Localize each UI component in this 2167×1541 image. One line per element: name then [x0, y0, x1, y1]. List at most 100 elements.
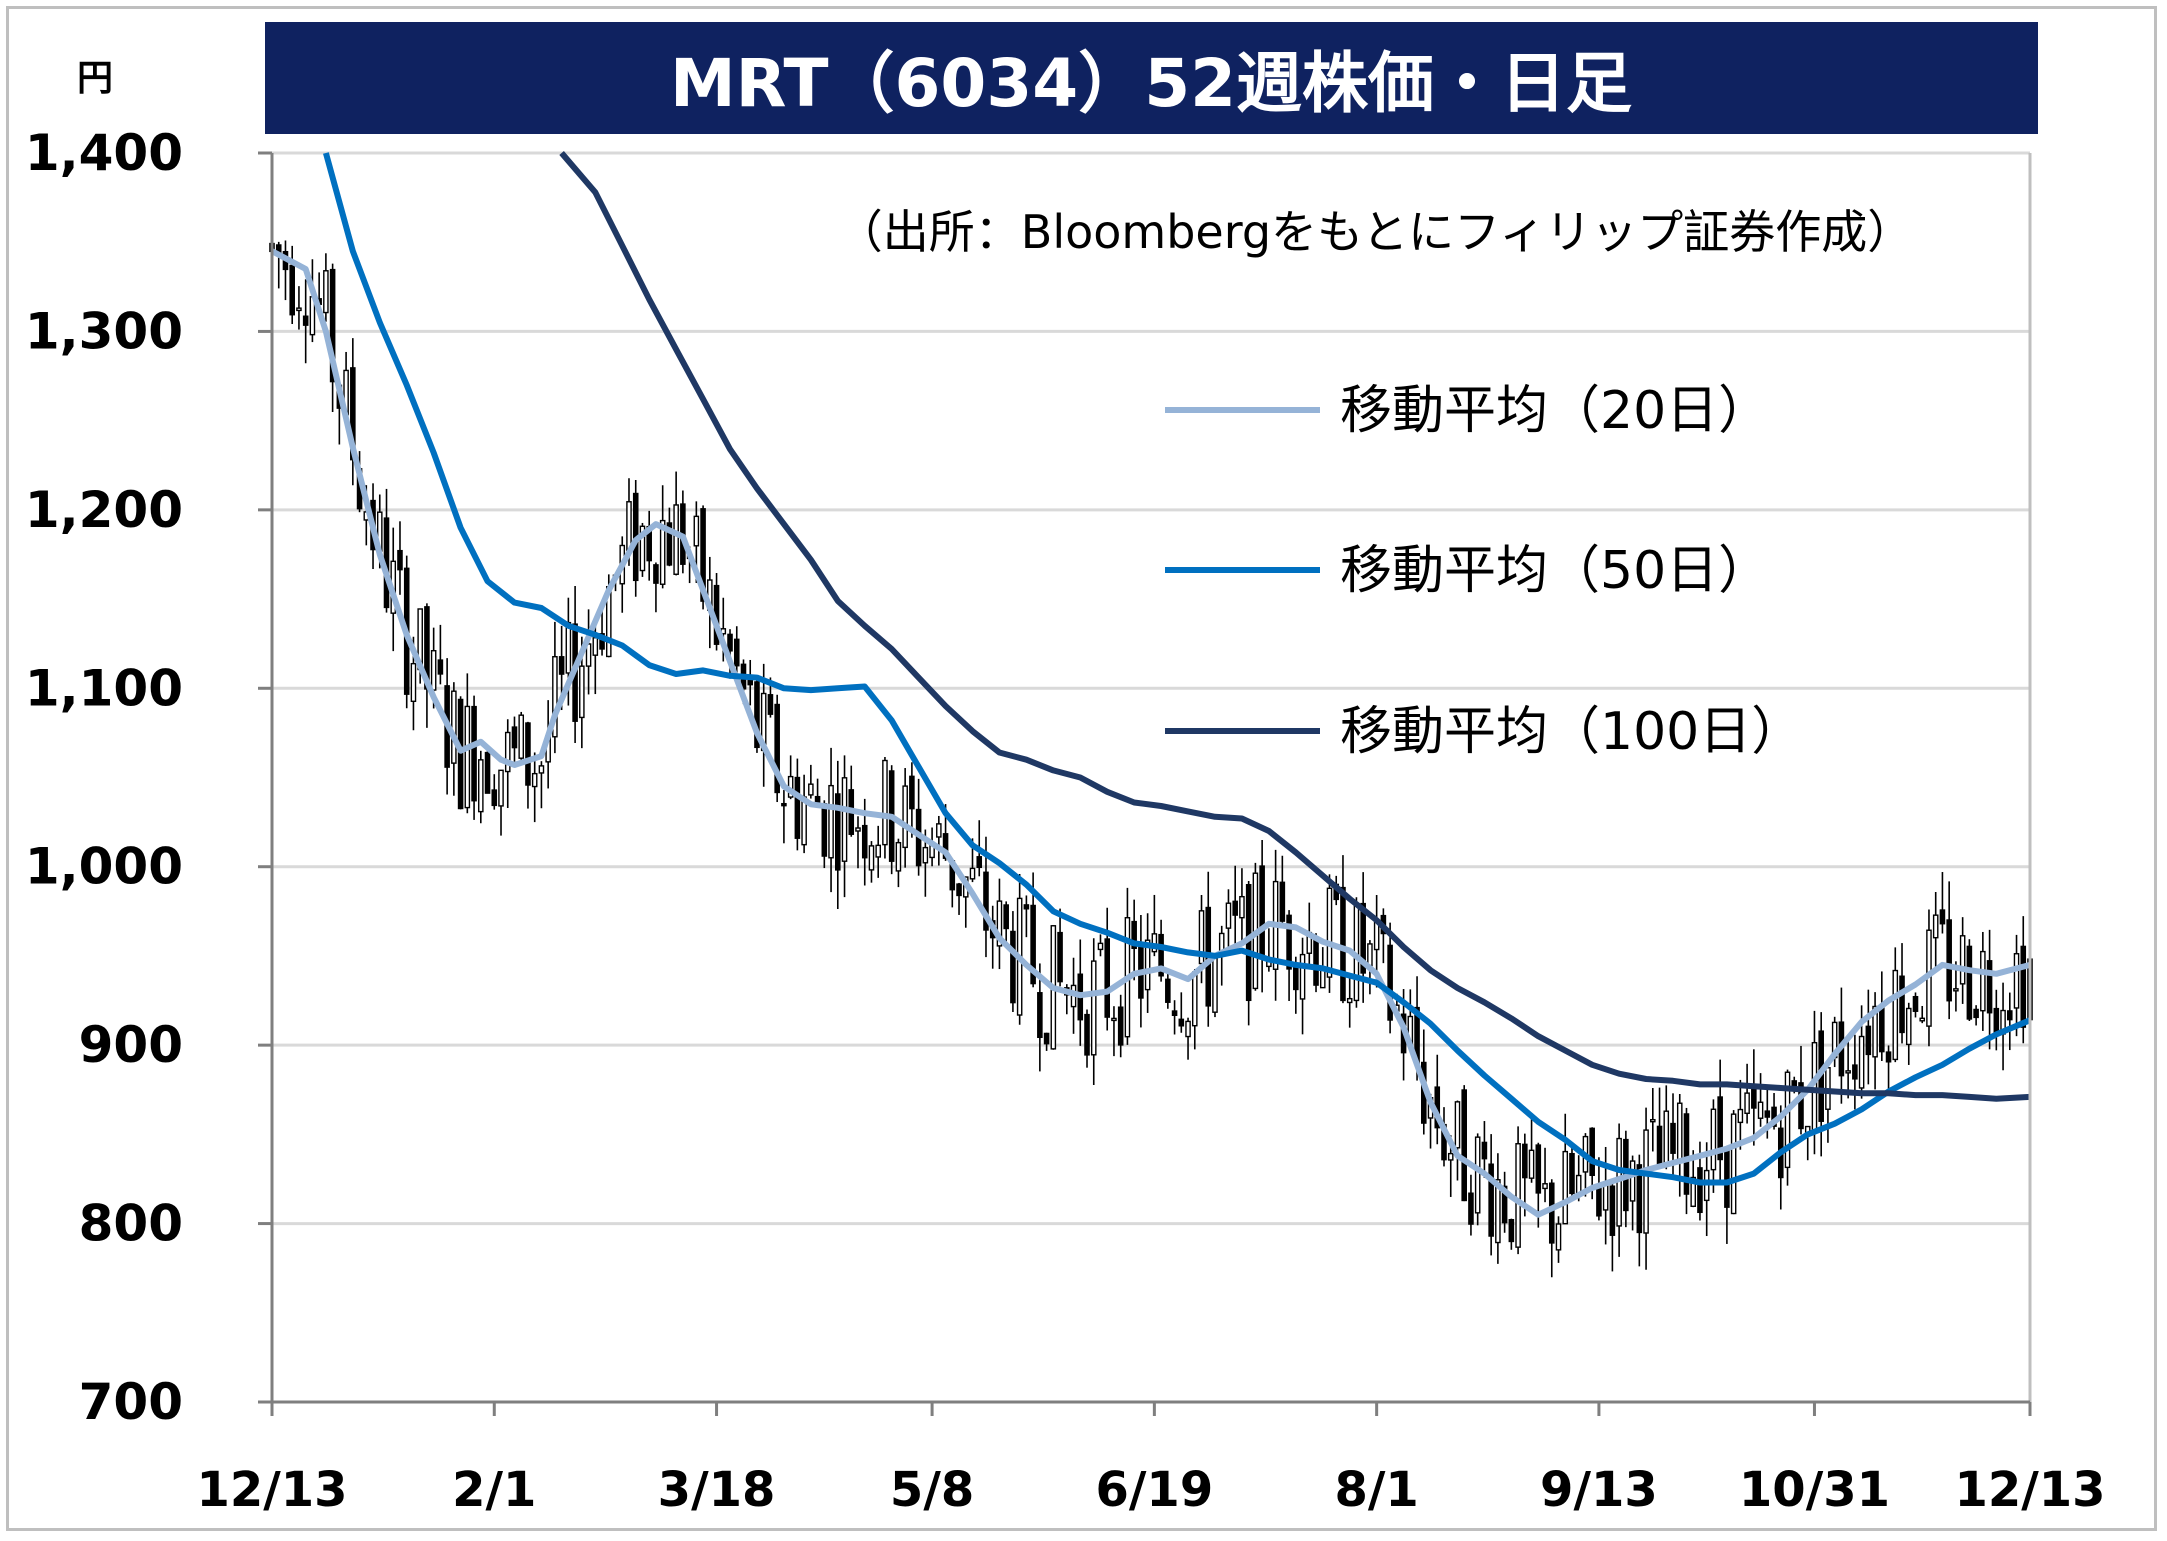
candle-body: [1165, 978, 1171, 1003]
candle-body: [1872, 1005, 1878, 1058]
y-tick-label: 1,000: [25, 838, 183, 896]
candle-body: [774, 703, 780, 794]
candle-body: [1495, 1179, 1501, 1244]
chart-frame: [6, 6, 2157, 1531]
candle-body: [1225, 902, 1232, 929]
candle-body: [1905, 1007, 1912, 1046]
candle-body: [841, 777, 848, 862]
candle-body: [861, 824, 868, 859]
candle-body: [1548, 1182, 1555, 1244]
candle-body: [2020, 945, 2027, 1028]
candle-body: [1656, 1125, 1663, 1167]
candle-body: [1845, 1070, 1851, 1074]
candle-body: [464, 705, 471, 809]
candle-body: [1178, 1018, 1185, 1027]
candle-body: [1239, 895, 1245, 919]
candle-body: [1468, 1192, 1474, 1225]
candle-body: [1784, 1071, 1791, 1169]
candle-body: [2013, 953, 2020, 1009]
candle-body: [1710, 1108, 1717, 1171]
grid-lines: [272, 151, 2030, 1226]
candle-body: [794, 776, 801, 839]
candle-body: [1158, 933, 1164, 977]
candle-body: [1191, 971, 1198, 1027]
candle-body: [1636, 1164, 1643, 1234]
candle-body: [733, 638, 740, 667]
y-tick-label: 1,200: [25, 481, 183, 539]
candle-body: [828, 784, 834, 859]
candle-body: [478, 759, 484, 813]
candle-body: [868, 845, 875, 871]
candle-body: [1010, 930, 1016, 1004]
candle-body: [579, 665, 585, 719]
x-tick-label: 2/1: [452, 1462, 536, 1518]
candle-body: [1939, 909, 1946, 925]
y-tick-label: 1,100: [25, 659, 183, 717]
candle-body: [1562, 1150, 1569, 1225]
candle-body: [552, 656, 558, 738]
candle-body: [1474, 1136, 1481, 1214]
source-note: （出所：Bloombergをもとにフィリップ証券作成）: [837, 205, 1913, 259]
legend-label-ma50: 移動平均（50日）: [1340, 541, 1770, 601]
candle-body: [1697, 1167, 1703, 1214]
candle-body: [956, 883, 962, 897]
candle-body: [895, 841, 902, 872]
candle-body: [1097, 942, 1104, 951]
candle-body: [1744, 1092, 1750, 1114]
candle-body: [922, 846, 929, 864]
candle-body: [969, 867, 976, 880]
candle-body: [639, 525, 646, 572]
candle-body: [1602, 1183, 1609, 1211]
candle-body: [1629, 1160, 1636, 1202]
candle-body: [1286, 914, 1292, 970]
candle-body: [504, 731, 511, 773]
candle-body: [525, 722, 531, 786]
moving-average-lines: [270, 151, 2032, 1218]
candle-body: [1528, 1149, 1535, 1179]
candle-body: [1326, 887, 1333, 978]
candle-body: [592, 637, 599, 656]
candle-body: [754, 681, 760, 749]
candle-body: [1959, 935, 1966, 985]
candle-body: [1980, 950, 1986, 1012]
candle-body: [1852, 1064, 1858, 1080]
candle-body: [1879, 1005, 1885, 1053]
candle-body: [1650, 1118, 1656, 1123]
x-tick-label: 6/19: [1096, 1462, 1214, 1518]
candle-body: [1037, 992, 1043, 1039]
y-unit-label: 円: [77, 58, 113, 99]
x-tick-label: 10/31: [1739, 1462, 1890, 1518]
candle-body: [1885, 1051, 1892, 1063]
candle-body: [659, 519, 666, 585]
candle-body: [1340, 886, 1346, 1002]
candle-body: [1643, 1129, 1649, 1234]
candle-body: [1589, 1127, 1595, 1176]
legend-label-ma20: 移動平均（20日）: [1340, 381, 1770, 441]
candle-body: [693, 515, 700, 547]
candle-body: [1447, 1152, 1454, 1161]
line-ma100: [559, 151, 2031, 1102]
title-background: [265, 22, 2038, 134]
candle-body: [996, 900, 1003, 947]
candle-body: [1279, 881, 1286, 922]
candle-body: [1858, 1035, 1865, 1089]
candle-body: [1683, 1113, 1690, 1195]
line-ma20: [270, 248, 2031, 1218]
candle-body: [1892, 969, 1899, 1061]
x-tick-label: 5/8: [890, 1462, 974, 1518]
candle-body: [1117, 1006, 1124, 1046]
y-tick-label: 1,400: [25, 124, 183, 182]
candle-body: [1387, 944, 1393, 1021]
candle-body: [1461, 1089, 1467, 1202]
candle-body: [1515, 1143, 1521, 1248]
candle-body: [1663, 1110, 1670, 1168]
candle-body: [498, 769, 504, 807]
candle-body: [767, 694, 774, 715]
candle-body: [538, 765, 545, 774]
candle-body: [747, 679, 754, 686]
candle-body: [296, 307, 302, 312]
candle-body: [1057, 931, 1063, 983]
legend-label-ma100: 移動平均（100日）: [1340, 702, 1803, 762]
